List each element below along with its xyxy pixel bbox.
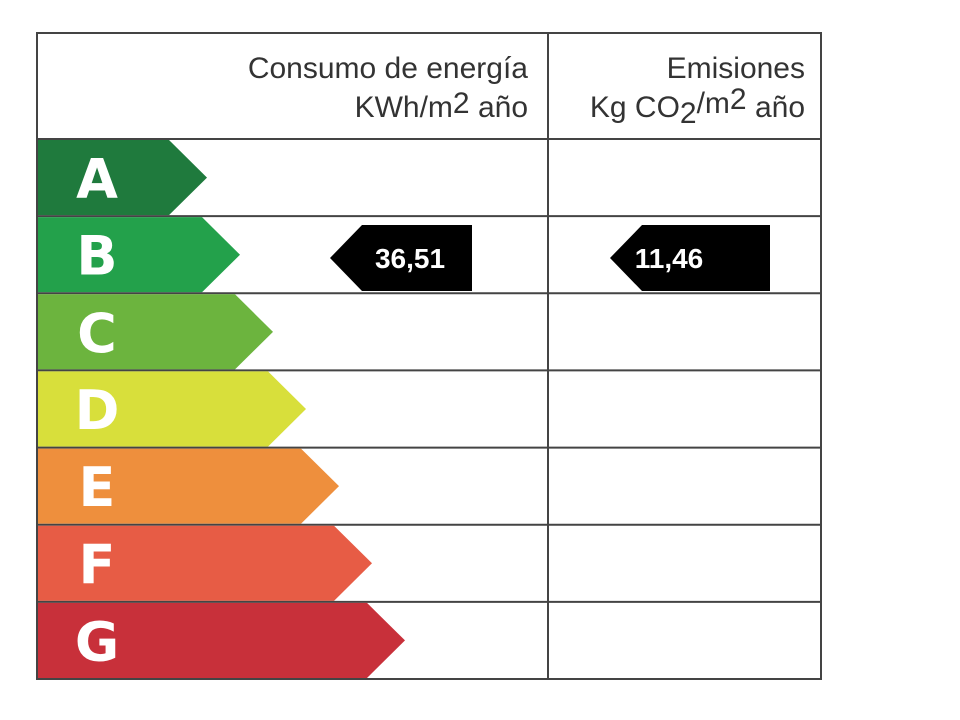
unit-part: 2 [680,97,697,130]
rating-letter: B [76,225,117,288]
rating-letter: F [79,533,116,596]
unit-part: /m [697,87,730,120]
rating-arrow [37,371,306,447]
rating-letter: G [75,610,119,673]
rating-arrow [37,294,273,370]
rating-letter: C [77,302,117,365]
consumption-value: 36,51 [375,243,445,274]
unit-part: 2 [730,83,747,116]
unit-part: año [747,91,805,124]
rating-arrow [37,217,240,293]
emissions-title: Emisiones [667,52,805,85]
emissions-unit: Kg CO2/m2 año [590,83,805,130]
consumption-title: Consumo de energía [248,52,528,85]
frame [36,32,822,680]
unit-part: KWh/m [355,91,453,124]
rating-arrow [37,140,207,216]
consumption-unit: KWh/m2 año [355,87,528,124]
unit-part: Kg CO [590,91,680,124]
rating-letter: D [75,379,120,442]
emissions-value: 11,46 [635,243,704,274]
consumption-indicator [330,225,472,291]
emissions-indicator [610,225,770,291]
rating-arrow [37,525,372,601]
unit-part: 2 [453,87,470,120]
rating-arrow [37,602,405,678]
rating-letter: A [76,148,118,211]
unit-part: año [470,91,528,124]
rating-arrow [37,448,339,524]
rating-letter: E [79,456,116,519]
